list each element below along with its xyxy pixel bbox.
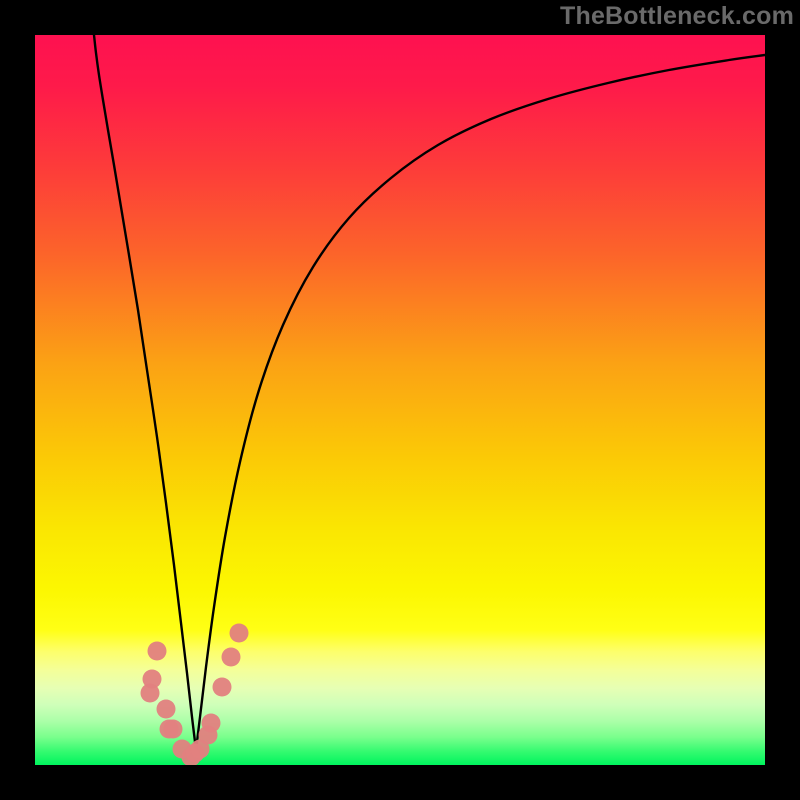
marker-circle <box>202 714 221 733</box>
marker-circle <box>157 700 176 719</box>
marker-circle <box>213 678 232 697</box>
plot-background <box>35 35 765 765</box>
marker-circle <box>222 648 241 667</box>
marker-circle <box>148 642 167 661</box>
marker-circle <box>143 670 162 689</box>
stage: TheBottleneck.com <box>0 0 800 800</box>
watermark-text: TheBottleneck.com <box>560 2 794 31</box>
chart-svg <box>0 0 800 800</box>
marker-circle <box>230 624 249 643</box>
marker-circle <box>164 720 183 739</box>
